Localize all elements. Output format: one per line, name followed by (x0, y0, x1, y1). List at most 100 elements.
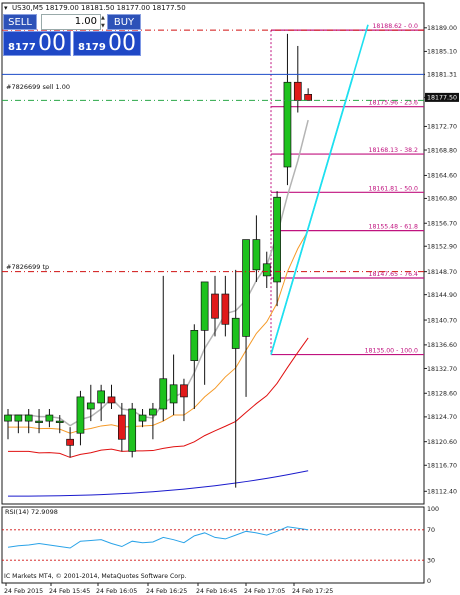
candle (262, 251, 271, 288)
fib-level-label: 18155.48 - 61.8 (369, 224, 419, 231)
candle (4, 409, 12, 440)
candle (231, 269, 240, 488)
price-tick-label: 18124.70 (427, 414, 457, 421)
candle (273, 191, 281, 307)
price-tick-label: 18164.60 (427, 173, 457, 180)
fib-level-label: 18147.65 - 76.4 (369, 271, 419, 278)
time-axis: 24 Feb 2015 24 Feb 15:45 24 Feb 16:05 24 Fe… (4, 583, 333, 595)
candle-body (128, 408, 137, 452)
time-tick-label: 24 Feb 16:25 (146, 588, 187, 595)
sell-price-digits: 00 (38, 31, 66, 56)
candle (169, 354, 178, 416)
candle-body (24, 414, 33, 422)
price-tick-label: 18132.70 (427, 366, 457, 373)
rsi-window-frame[interactable] (1, 506, 425, 584)
candle-body (252, 239, 261, 271)
candle (24, 409, 33, 434)
candle (35, 409, 43, 434)
candle (283, 33, 292, 186)
candle (180, 378, 188, 422)
chart-symbol-line: US30,M5 18179.00 18181.50 18177.00 18177… (12, 4, 186, 12)
ma-red-line (8, 337, 309, 458)
price-tick-label: 18112.40 (427, 489, 457, 496)
fib-level-label: 18168.13 - 38.2 (369, 147, 419, 154)
candle (97, 384, 106, 422)
buy-button[interactable]: BUY (107, 14, 141, 30)
rsi-title: RSI(14) 72.9098 (5, 508, 58, 516)
trend-lines[interactable] (270, 24, 369, 355)
candle (55, 415, 64, 434)
copyright-footer: IC Markets MT4, © 2001-2014, MetaQuotes … (4, 572, 187, 580)
current-price-box (425, 92, 459, 102)
sell-price-prefix: 8177 (8, 42, 36, 53)
price-tick-label: 18160.80 (427, 196, 457, 203)
candle-body (231, 317, 240, 349)
candle (159, 275, 168, 422)
lot-size-field[interactable]: 1.00 (41, 14, 101, 30)
trend-line-fan[interactable] (270, 75, 354, 355)
fibonacci-retracement[interactable]: 18188.62 - 0.0 18175.96 - 23.6 18168.13 - … (270, 23, 424, 356)
time-tick-label: 24 Feb 16:05 (96, 588, 137, 595)
candle-body (273, 196, 281, 283)
candle-body (107, 396, 116, 404)
candle (76, 390, 85, 446)
candle-body (221, 293, 230, 325)
candle-body (117, 414, 126, 440)
price-tick-label: 18128.60 (427, 391, 457, 398)
price-tick-label: 18156.70 (427, 221, 457, 228)
price-tick-label: 18148.70 (427, 269, 457, 276)
candle-body (211, 293, 219, 319)
main-chart-frame[interactable] (1, 2, 425, 505)
rsi-line (7, 526, 309, 549)
candle (149, 402, 157, 440)
candle (107, 384, 116, 410)
candle-body (14, 414, 23, 422)
buy-price-prefix: 8179 (78, 42, 106, 53)
price-tick-label: 18185.10 (427, 49, 457, 56)
ma-gray-line (8, 119, 309, 427)
candle-body (180, 384, 188, 398)
candle-body (293, 81, 302, 101)
order-lines[interactable] (2, 29, 424, 273)
price-tick-label: 18152.90 (427, 244, 457, 251)
fib-level-label: 18161.81 - 50.0 (369, 185, 419, 192)
rsi-indicator: 70 30 100 0 (2, 506, 439, 585)
current-price-label: 18177.50 (427, 95, 457, 102)
highlight-price-bg (425, 70, 459, 79)
price-tick-label: 18116.70 (427, 463, 457, 470)
candle (242, 239, 250, 397)
buy-price-box[interactable]: 8179 00 (73, 31, 141, 56)
candle-body (159, 378, 168, 410)
sell-button[interactable]: SELL (3, 14, 37, 30)
time-tick-label: 24 Feb 16:45 (196, 588, 237, 595)
ma-blue-line (7, 470, 309, 497)
price-tick-label: 18120.60 (427, 439, 457, 446)
price-axis: 18189.00 18185.10 18172.70 18168.80 18164.60… (424, 25, 459, 496)
sell-price-box[interactable]: 8177 00 (3, 31, 71, 56)
rsi-level-label: 70 (427, 527, 435, 534)
time-tick-label: 24 Feb 17:25 (292, 588, 333, 595)
candle-body (283, 81, 292, 168)
candle (66, 427, 74, 458)
candle-body (35, 420, 43, 423)
rsi-scale-top: 100 (427, 506, 439, 513)
candle-body (138, 414, 147, 422)
time-tick-label: 24 Feb 15:45 (49, 588, 90, 595)
candle-body (200, 281, 209, 331)
candle-body (66, 438, 74, 446)
candle-body (262, 263, 271, 277)
candle (14, 414, 23, 434)
tp-order-label: #7826699 tp (6, 263, 49, 271)
candle (304, 88, 312, 101)
candle (190, 324, 199, 410)
fib-level-label: 18188.62 - 0.0 (372, 23, 418, 30)
candle-body (97, 390, 106, 404)
candle-body (45, 414, 54, 422)
price-tick-label: 18140.70 (427, 317, 457, 324)
candle-body (55, 420, 64, 423)
candle-body (149, 408, 157, 416)
lot-stepper-arrows-icon[interactable]: ▲ ▼ (101, 15, 105, 29)
candle-body (86, 402, 95, 410)
candle (128, 402, 137, 458)
